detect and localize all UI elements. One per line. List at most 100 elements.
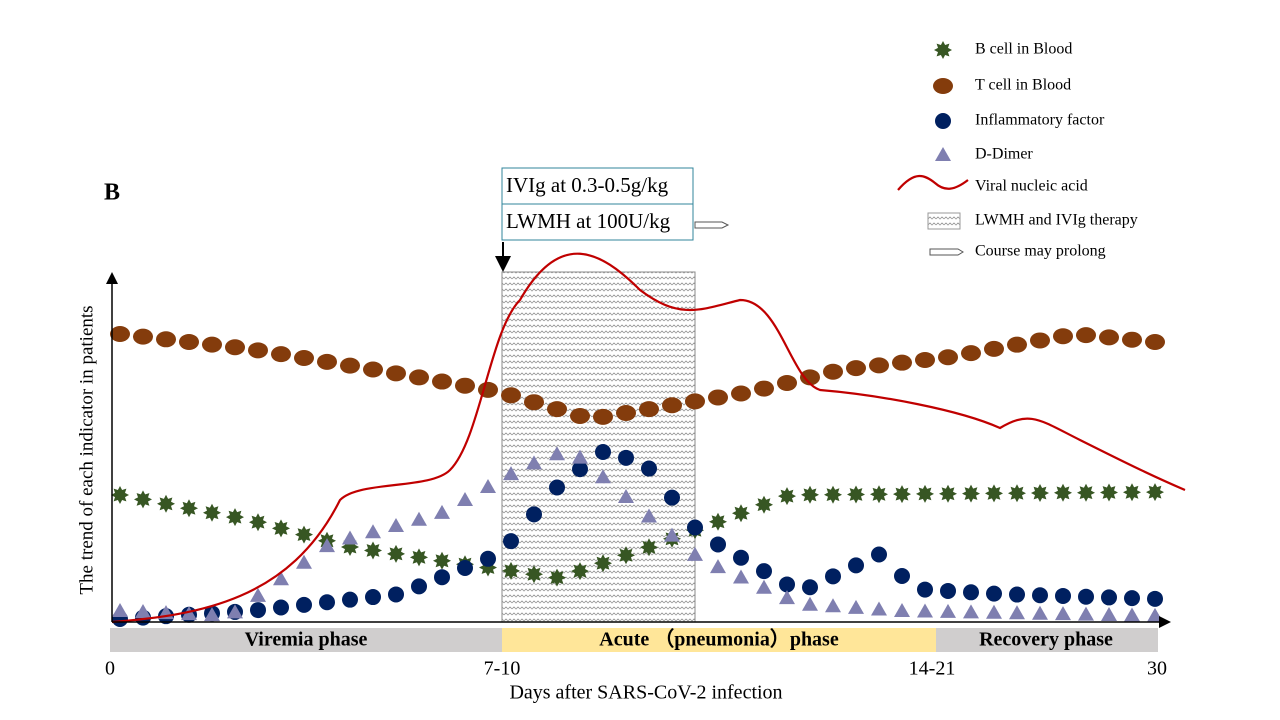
b-cell-marker [962, 484, 980, 503]
inflammatory-marker [1032, 587, 1048, 604]
phase-label: Acute （pneumonia）phase [599, 628, 839, 651]
inflammatory-marker [779, 576, 795, 593]
d-dimer-marker [917, 603, 933, 618]
inflammatory-marker [388, 586, 404, 603]
t-cell-marker [156, 331, 176, 348]
inflammatory-marker [1055, 587, 1071, 604]
b-cell-marker [594, 554, 612, 573]
d-dimer-marker [848, 599, 864, 614]
d-dimer-marker [503, 466, 519, 481]
d-dimer-marker [457, 491, 473, 506]
legend-label: Viral nucleic acid [975, 178, 1088, 195]
b-cell-marker [1008, 484, 1026, 503]
b-cell-marker [755, 495, 773, 514]
phase-bar [502, 628, 936, 652]
d-dimer-marker [802, 596, 818, 611]
t-cell-marker [892, 354, 912, 371]
y-axis-label: The trend of each indicator in patients [76, 305, 97, 594]
b-cell-marker [824, 485, 842, 504]
b-cell-marker [157, 494, 175, 513]
legend-label: D-Dimer [975, 146, 1033, 163]
inflammatory-marker [687, 519, 703, 536]
t-cell-marker [984, 340, 1004, 357]
inflammatory-marker [526, 506, 542, 523]
t-cell-marker [570, 408, 590, 424]
legend-label: B cell in Blood [975, 41, 1072, 58]
t-cell-marker [1030, 332, 1050, 349]
t-cell-marker [202, 336, 222, 353]
b-cell-marker [410, 548, 428, 567]
inflammatory-marker [595, 443, 611, 460]
inflammatory-marker [848, 557, 864, 574]
d-dimer-marker [1009, 605, 1025, 620]
t-cell-marker [777, 374, 797, 391]
b-cell-marker [709, 512, 727, 531]
inflammatory-marker [986, 585, 1002, 602]
t-cell-marker [616, 405, 636, 421]
b-cell-marker [364, 541, 382, 560]
t-cell-marker [846, 360, 866, 377]
inflammatory-marker [894, 568, 910, 584]
t-cell-marker [800, 369, 820, 386]
t-cell-marker [933, 78, 953, 94]
d-dimer-marker [871, 601, 887, 616]
d-dimer-marker [319, 538, 335, 553]
d-dimer-marker [940, 603, 956, 618]
inflammatory-marker [434, 569, 450, 586]
inflammatory-marker [733, 549, 749, 566]
t-cell-marker [179, 333, 199, 350]
inflammatory-marker [411, 578, 427, 595]
inflammatory-marker [917, 581, 933, 598]
d-dimer-marker [572, 449, 588, 464]
b-cell-marker [295, 525, 313, 544]
t-cell-marker [271, 346, 291, 363]
t-cell-marker [501, 387, 521, 404]
t-cell-marker [1007, 336, 1027, 353]
d-dimer-marker [825, 598, 841, 613]
d-dimer-marker [135, 604, 151, 619]
d-dimer-marker [641, 508, 657, 523]
b-cell-marker [617, 546, 635, 565]
b-cell-marker [571, 562, 589, 581]
t-cell-marker [409, 369, 429, 386]
phase-bar [110, 628, 502, 652]
d-dimer-marker [710, 559, 726, 574]
d-dimer-marker [411, 511, 427, 526]
inflammatory-marker [342, 591, 358, 608]
b-cell-marker [111, 486, 129, 504]
t-cell-marker [1122, 331, 1142, 348]
inflammatory-marker [710, 536, 726, 553]
inflammatory-marker [365, 589, 381, 606]
d-dimer-marker [1055, 606, 1071, 621]
x-tick-label: 0 [105, 658, 115, 680]
b-cell-marker [548, 568, 566, 587]
x-axis-label: Days after SARS-CoV-2 infection [509, 682, 782, 704]
t-cell-marker [731, 385, 751, 402]
d-dimer-marker [365, 524, 381, 539]
b-cell-marker [502, 561, 520, 580]
b-cell-marker [249, 513, 267, 532]
legend-swatch [927, 212, 961, 230]
b-cell-marker [1054, 483, 1072, 502]
legend-label: Course may prolong [975, 243, 1106, 260]
inflammatory-marker [618, 449, 634, 466]
d-dimer-marker [687, 546, 703, 561]
inflammatory-marker [1101, 589, 1117, 606]
b-cell-marker [525, 565, 543, 584]
t-cell-marker [524, 394, 544, 411]
d-dimer-marker [733, 569, 749, 584]
b-cell-marker [870, 485, 888, 504]
t-cell-marker [662, 397, 682, 414]
t-cell-marker [961, 345, 981, 362]
d-dimer-marker [250, 587, 266, 602]
inflammatory-marker [572, 461, 588, 478]
b-cell-marker [226, 508, 244, 527]
t-cell-marker [248, 342, 268, 359]
d-dimer-marker [756, 579, 772, 594]
inflammatory-marker [935, 113, 951, 129]
t-cell-marker [317, 353, 337, 370]
x-tick-label: 14-21 [909, 658, 956, 680]
b-cell-marker [939, 484, 957, 503]
inflammatory-marker [641, 460, 657, 477]
d-dimer-marker [1147, 607, 1163, 622]
